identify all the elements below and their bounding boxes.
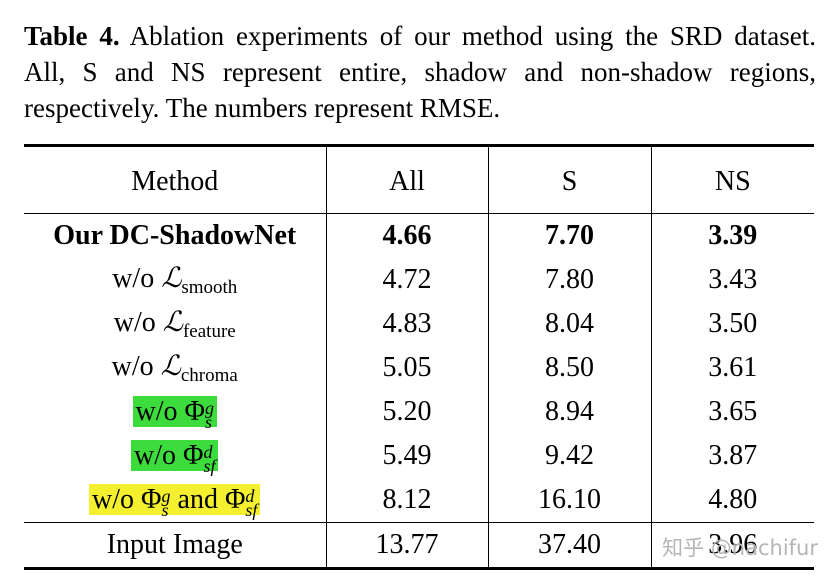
ablation-table: Method All S NS Our DC-ShadowNet 4.66 7.… [24,144,814,570]
row-ns: 3.61 [650,346,814,390]
watermark: 知乎 @nachifur [662,536,818,560]
row-method: Our DC-ShadowNet [53,220,297,251]
row-ns: 3.96 [650,522,814,569]
caption-label: Table 4. [24,21,120,51]
row-all: 13.77 [325,522,488,569]
row-s: 8.04 [487,302,651,346]
row-ns: 4.80 [650,478,814,523]
row-ns: 3.50 [650,302,814,346]
row-method: w/o ℒfeature [113,305,236,342]
table-header-row: Method All S NS [24,145,814,214]
table-row: Our DC-ShadowNet 4.66 7.70 3.39 [24,213,814,258]
row-s: 9.42 [487,434,651,478]
row-all: 8.12 [325,478,488,523]
row-ns: 3.39 [650,213,814,258]
row-method: w/o ℒchroma [111,349,238,386]
row-all: 5.49 [325,434,488,478]
row-ns: 3.65 [650,390,814,434]
table-row: Input Image 13.77 37.40 3.96 [24,522,814,569]
row-all: 5.05 [325,346,488,390]
row-s: 7.70 [487,213,651,258]
caption-text: Ablation experiments of our method using… [24,21,816,123]
row-ns: 3.43 [650,258,814,302]
table-row: w/o ℒchroma 5.05 8.50 3.61 [24,346,814,390]
row-s: 8.50 [487,346,651,390]
row-all: 4.66 [325,213,488,258]
row-s: 37.40 [487,522,651,569]
header-s: S [487,145,651,214]
row-method: Input Image [106,529,243,560]
table-row: w/o ℒfeature 4.83 8.04 3.50 [24,302,814,346]
row-all: 4.72 [325,258,488,302]
table-row: w/o ℒsmooth 4.72 7.80 3.43 [24,258,814,302]
table-caption: Table 4. Ablation experiments of our meth… [24,18,816,126]
header-all: All [325,145,488,214]
row-all: 5.20 [325,390,488,434]
row-all: 4.83 [325,302,488,346]
header-ns: NS [650,145,814,214]
row-ns: 3.87 [650,434,814,478]
header-method: Method [131,166,219,197]
row-s: 16.10 [487,478,651,523]
row-method: w/o ℒsmooth [112,261,238,298]
row-s: 8.94 [487,390,651,434]
row-s: 7.80 [487,258,651,302]
